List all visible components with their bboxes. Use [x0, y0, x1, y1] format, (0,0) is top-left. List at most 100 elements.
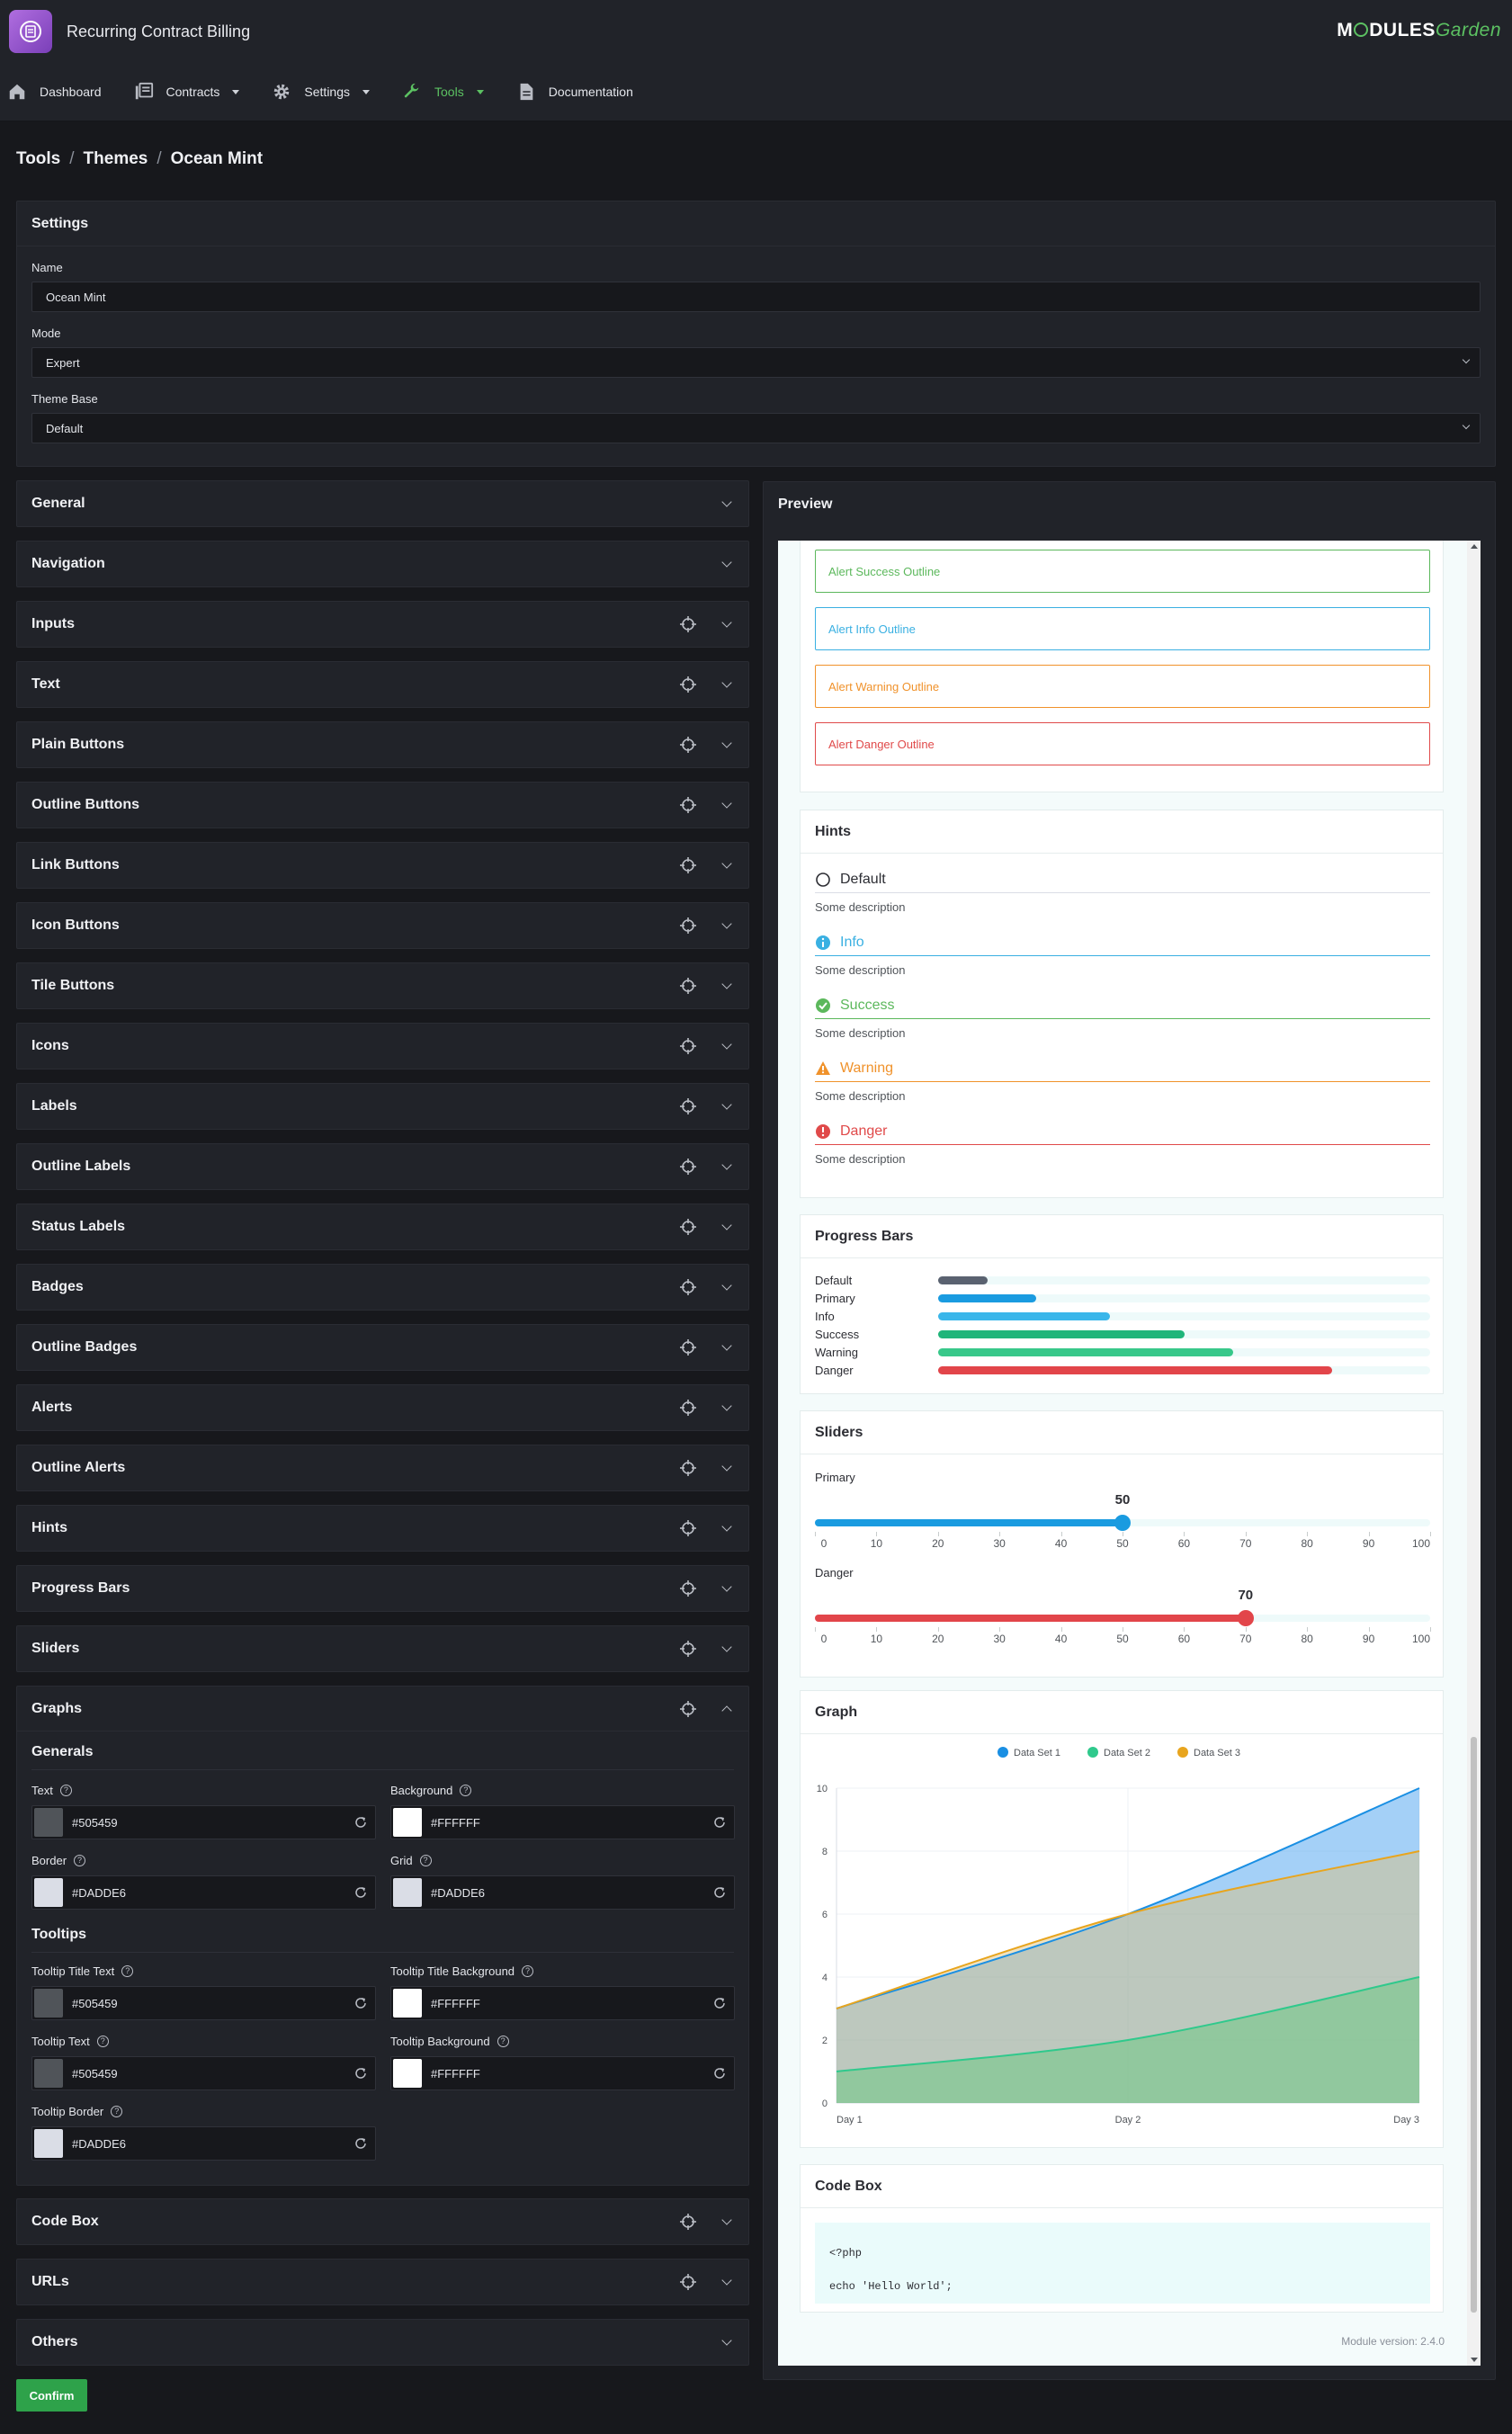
color-input[interactable]: #FFFFFF [390, 1986, 735, 2020]
crosshair-icon[interactable] [680, 2214, 696, 2230]
color-input[interactable]: #FFFFFF [390, 2056, 735, 2090]
crosshair-icon[interactable] [680, 1580, 696, 1597]
chevron-down-icon[interactable] [721, 1581, 732, 1592]
breadcrumb-item[interactable]: Tools [16, 149, 61, 168]
crosshair-icon[interactable] [680, 917, 696, 934]
chevron-down-icon[interactable] [721, 2215, 732, 2225]
color-input[interactable]: #FFFFFF [390, 1805, 735, 1839]
section-outline-buttons[interactable]: Outline Buttons [16, 782, 749, 828]
chevron-down-icon[interactable] [721, 2335, 732, 2346]
section-inputs[interactable]: Inputs [16, 601, 749, 648]
crosshair-icon[interactable] [680, 676, 696, 693]
crosshair-icon[interactable] [680, 1219, 696, 1235]
chevron-down-icon[interactable] [721, 858, 732, 869]
chevron-down-icon[interactable] [721, 1400, 732, 1411]
color-swatch[interactable] [393, 1878, 422, 1907]
question-circle-icon[interactable]: ? [96, 2035, 109, 2047]
chevron-down-icon[interactable] [721, 918, 732, 929]
section-badges[interactable]: Badges [16, 1264, 749, 1311]
legend-label[interactable]: Data Set 3 [1194, 1748, 1240, 1758]
section-icon-buttons[interactable]: Icon Buttons [16, 902, 749, 949]
section-labels[interactable]: Labels [16, 1083, 749, 1130]
section-icons[interactable]: Icons [16, 1023, 749, 1069]
chevron-down-icon[interactable] [721, 1521, 732, 1532]
mode-select[interactable]: Expert [31, 347, 1481, 378]
color-input[interactable]: #505459 [31, 1805, 376, 1839]
nav-dashboard[interactable]: Dashboard [7, 82, 102, 102]
color-swatch[interactable] [34, 1808, 63, 1837]
app-logo-icon[interactable] [9, 10, 52, 53]
reset-icon[interactable] [353, 2066, 368, 2081]
reset-icon[interactable] [353, 1996, 368, 2010]
section-link-buttons[interactable]: Link Buttons [16, 842, 749, 889]
modulesgarden-logo[interactable]: M DULESGarden [1337, 20, 1501, 40]
section-general[interactable]: General [16, 480, 749, 527]
chevron-down-icon[interactable] [721, 1642, 732, 1652]
color-swatch[interactable] [34, 1989, 63, 2018]
crosshair-icon[interactable] [680, 1339, 696, 1356]
question-circle-icon[interactable]: ? [74, 1854, 86, 1866]
legend-marker[interactable] [998, 1747, 1008, 1758]
section-hints[interactable]: Hints [16, 1505, 749, 1552]
section-alerts[interactable]: Alerts [16, 1384, 749, 1431]
chevron-down-icon[interactable] [721, 617, 732, 628]
chevron-down-icon[interactable] [721, 2275, 732, 2286]
section-plain-buttons[interactable]: Plain Buttons [16, 721, 749, 768]
section-outline-badges[interactable]: Outline Badges [16, 1324, 749, 1371]
nav-contracts[interactable]: Contracts [134, 82, 240, 102]
nav-settings[interactable]: Settings [272, 82, 371, 102]
chevron-down-icon[interactable] [721, 1340, 732, 1351]
question-circle-icon[interactable]: ? [419, 1854, 432, 1866]
question-circle-icon[interactable]: ? [522, 1964, 534, 1977]
chevron-down-icon[interactable] [721, 557, 732, 568]
reset-icon[interactable] [353, 1815, 368, 1830]
color-swatch[interactable] [34, 2059, 63, 2088]
section-others[interactable]: Others [16, 2319, 749, 2366]
reset-icon[interactable] [353, 1885, 368, 1900]
crosshair-icon[interactable] [680, 857, 696, 873]
scrollbar-thumb[interactable] [1471, 1737, 1477, 2313]
color-input[interactable]: #505459 [31, 1986, 376, 2020]
section-status-labels[interactable]: Status Labels [16, 1204, 749, 1250]
section-navigation[interactable]: Navigation [16, 541, 749, 587]
section-graphs-header[interactable]: Graphs [17, 1687, 748, 1732]
color-swatch[interactable] [393, 1989, 422, 2018]
nav-tools[interactable]: Tools [402, 82, 484, 102]
chevron-down-icon[interactable] [721, 798, 732, 809]
color-swatch[interactable] [393, 1808, 422, 1837]
reset-icon[interactable] [712, 1885, 727, 1900]
scroll-down-icon[interactable] [1471, 2358, 1478, 2362]
section-progress-bars[interactable]: Progress Bars [16, 1565, 749, 1612]
chevron-down-icon[interactable] [721, 1220, 732, 1230]
reset-icon[interactable] [712, 2066, 727, 2081]
section-text[interactable]: Text [16, 661, 749, 708]
section-sliders[interactable]: Sliders [16, 1625, 749, 1672]
crosshair-icon[interactable] [680, 797, 696, 813]
crosshair-icon[interactable] [680, 1038, 696, 1054]
color-input[interactable]: #505459 [31, 2056, 376, 2090]
color-swatch[interactable] [34, 2129, 63, 2158]
chevron-down-icon[interactable] [721, 1280, 732, 1291]
color-swatch[interactable] [393, 2059, 422, 2088]
slider-danger[interactable] [815, 1610, 1430, 1626]
section-outline-labels[interactable]: Outline Labels [16, 1143, 749, 1190]
crosshair-icon[interactable] [680, 1700, 696, 1717]
preview-viewport[interactable]: Alert Success Outline Alert Info Outline A… [778, 541, 1481, 2366]
color-input[interactable]: #DADDE6 [31, 1875, 376, 1910]
preview-scrollbar[interactable] [1467, 541, 1481, 2366]
chevron-up-icon[interactable] [721, 1705, 732, 1716]
legend-marker[interactable] [1087, 1747, 1098, 1758]
legend-marker[interactable] [1177, 1747, 1188, 1758]
crosshair-icon[interactable] [680, 2274, 696, 2290]
legend-label[interactable]: Data Set 2 [1104, 1748, 1150, 1758]
chevron-down-icon[interactable] [721, 738, 732, 748]
slider-handle[interactable] [1237, 1610, 1254, 1626]
crosshair-icon[interactable] [680, 1400, 696, 1416]
name-input[interactable]: Ocean Mint [31, 282, 1481, 312]
color-swatch[interactable] [34, 1878, 63, 1907]
question-circle-icon[interactable]: ? [497, 2035, 509, 2047]
chevron-down-icon[interactable] [721, 497, 732, 507]
section-tile-buttons[interactable]: Tile Buttons [16, 962, 749, 1009]
crosshair-icon[interactable] [680, 1279, 696, 1295]
question-circle-icon[interactable]: ? [59, 1784, 72, 1796]
